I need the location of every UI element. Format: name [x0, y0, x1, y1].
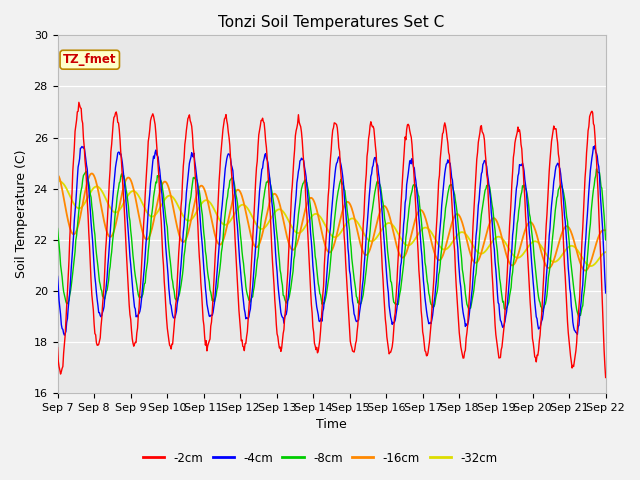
Title: Tonzi Soil Temperatures Set C: Tonzi Soil Temperatures Set C — [218, 15, 445, 30]
Y-axis label: Soil Temperature (C): Soil Temperature (C) — [15, 150, 28, 278]
Legend: -2cm, -4cm, -8cm, -16cm, -32cm: -2cm, -4cm, -8cm, -16cm, -32cm — [138, 447, 502, 469]
Text: TZ_fmet: TZ_fmet — [63, 53, 116, 66]
X-axis label: Time: Time — [316, 419, 347, 432]
